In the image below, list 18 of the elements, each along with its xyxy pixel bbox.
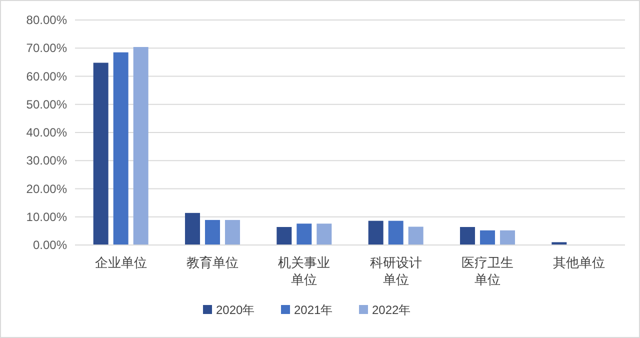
x-tick-label: 科研设计单位	[370, 255, 422, 287]
y-tick-label: 50.00%	[26, 97, 68, 112]
x-tick-label: 医疗卫生单位	[462, 255, 514, 287]
x-tick-label: 其他单位	[553, 255, 606, 270]
x-tick-label: 企业单位	[94, 255, 147, 270]
legend-label: 2020年	[216, 303, 255, 317]
y-tick-label: 40.00%	[26, 126, 68, 140]
y-tick-label: 0.00%	[32, 238, 68, 252]
y-tick-label: 60.00%	[26, 69, 68, 84]
x-tick-label: 机关事业单位	[278, 255, 330, 287]
legend-label: 2022年	[372, 303, 411, 317]
legend-label: 2021年	[294, 303, 333, 317]
y-tick-label: 10.00%	[26, 210, 68, 224]
y-tick-label: 30.00%	[26, 154, 68, 168]
x-tick-label: 教育单位	[186, 255, 238, 270]
y-tick-label: 20.00%	[26, 182, 68, 196]
y-tick-label: 80.00%	[26, 13, 68, 27]
y-tick-label: 70.00%	[26, 41, 68, 56]
